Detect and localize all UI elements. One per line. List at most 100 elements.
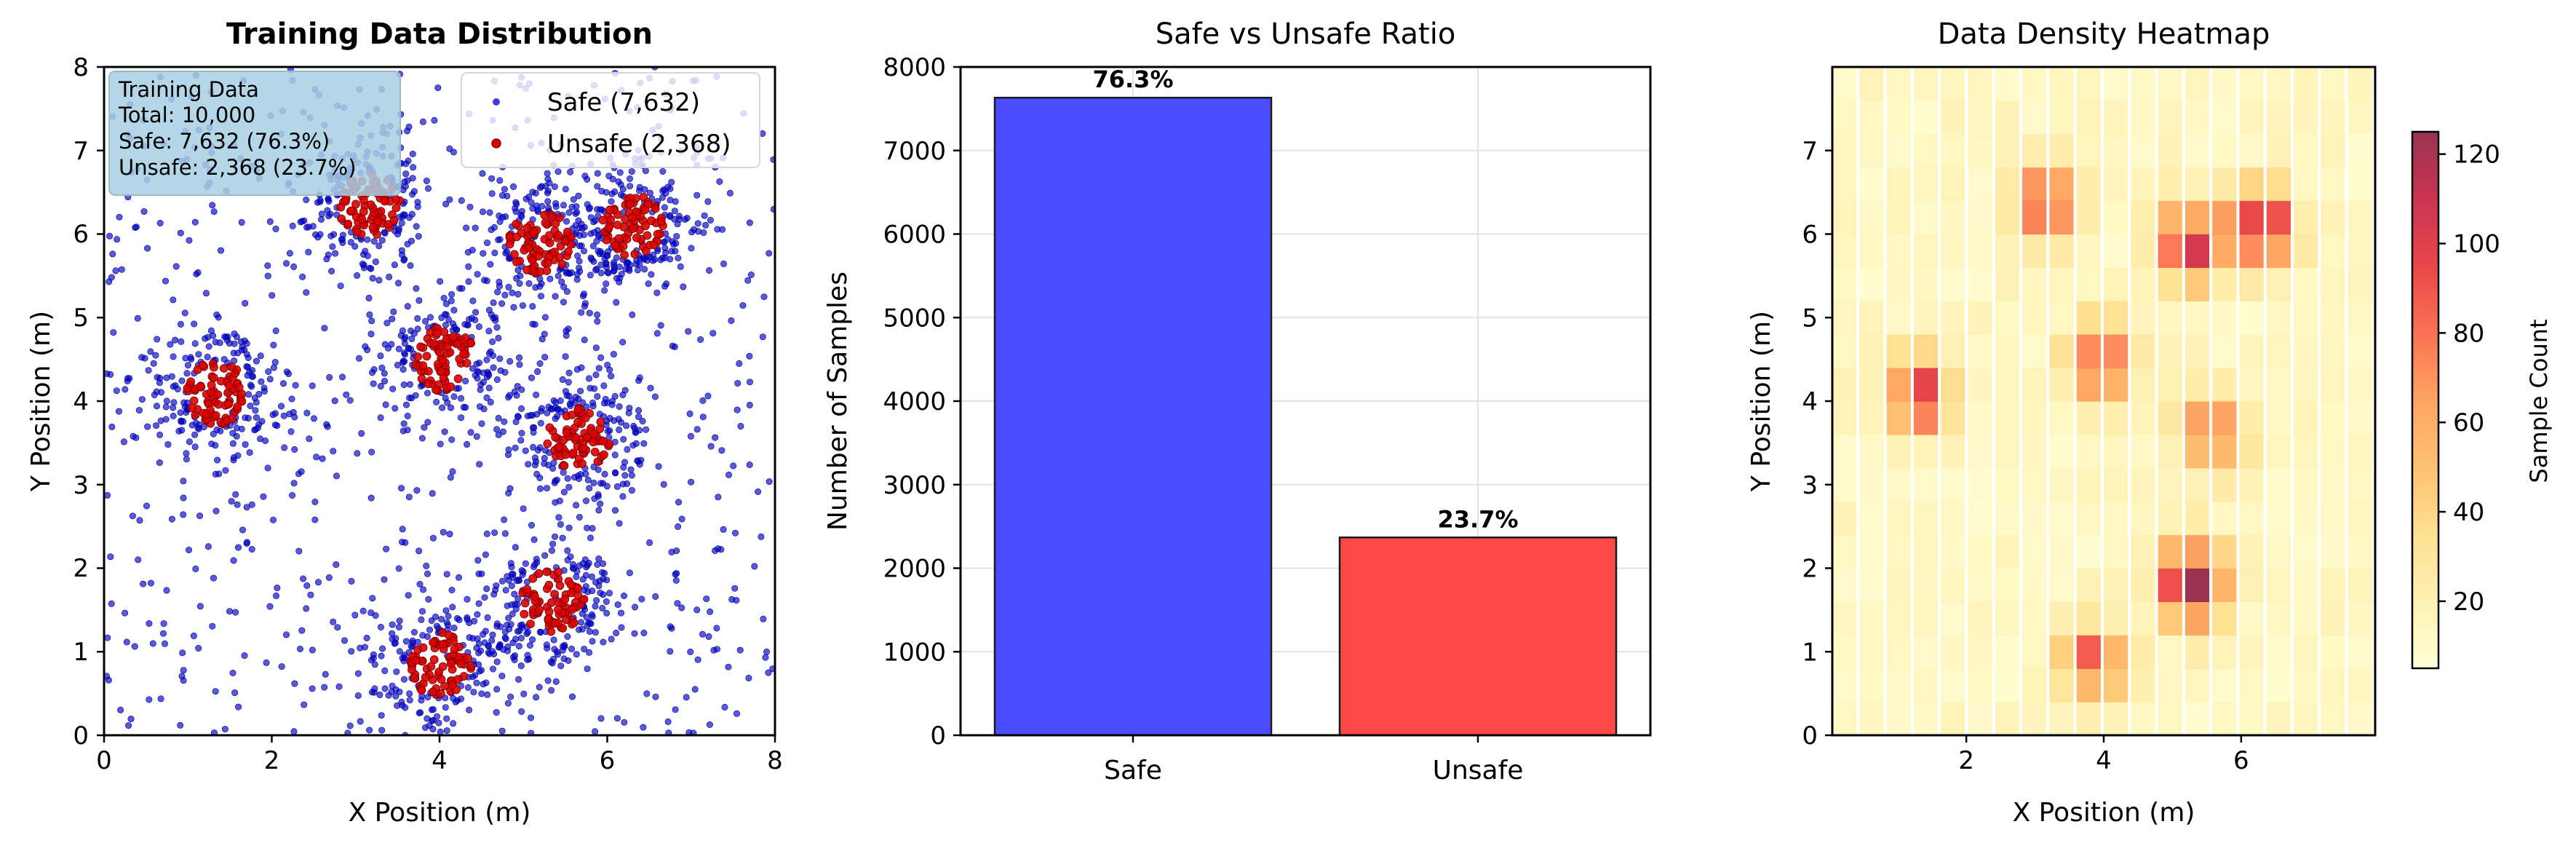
heatmap-cell xyxy=(1886,133,1911,168)
safe-point xyxy=(123,638,130,646)
heatmap-cell xyxy=(2239,434,2264,469)
safe-point xyxy=(616,403,623,410)
legend-unsafe-marker xyxy=(491,138,501,149)
heatmap-cell xyxy=(2348,702,2372,736)
safe-point xyxy=(562,388,569,395)
safe-point xyxy=(660,238,667,245)
safe-point xyxy=(568,693,576,700)
safe-point xyxy=(581,556,589,563)
heatmap-cell xyxy=(1886,635,1911,669)
safe-point xyxy=(504,248,511,256)
safe-point xyxy=(677,263,684,270)
safe-point xyxy=(359,607,367,614)
heatmap-cell xyxy=(1886,534,1911,569)
heatmap-cell xyxy=(2076,200,2101,235)
unsafe-point xyxy=(368,223,378,232)
safe-point xyxy=(187,354,194,361)
safe-point xyxy=(399,526,406,533)
heatmap-cell xyxy=(1859,267,1884,301)
safe-point xyxy=(524,628,531,636)
safe-point xyxy=(156,459,163,467)
safe-point xyxy=(253,414,260,421)
safe-point xyxy=(414,314,421,322)
heatmap-cell xyxy=(1913,467,1939,502)
safe-point xyxy=(598,188,605,195)
safe-point xyxy=(597,715,605,722)
safe-point xyxy=(667,212,674,219)
safe-point xyxy=(493,620,501,628)
safe-point xyxy=(565,657,572,664)
info-box: Training Data Total: 10,000 Safe: 7,632 … xyxy=(108,71,401,196)
unsafe-point xyxy=(417,686,426,695)
heatmap-x-tick-label: 4 xyxy=(2096,746,2112,775)
safe-point xyxy=(688,478,695,486)
safe-point xyxy=(597,500,604,507)
safe-point xyxy=(533,694,540,701)
unsafe-point xyxy=(643,231,652,240)
safe-point xyxy=(676,215,683,223)
safe-point xyxy=(552,678,560,685)
safe-point xyxy=(516,280,523,287)
safe-point xyxy=(369,595,376,602)
heatmap-cell xyxy=(2294,401,2318,435)
safe-point xyxy=(489,631,496,638)
safe-point xyxy=(424,570,431,577)
safe-point xyxy=(620,464,627,471)
safe-point xyxy=(488,226,495,234)
safe-point xyxy=(498,300,506,307)
heatmap-cell xyxy=(2266,601,2291,636)
heatmap-cell xyxy=(2266,167,2291,202)
safe-point xyxy=(600,382,608,389)
safe-point xyxy=(253,357,260,365)
unsafe-point xyxy=(569,618,579,628)
unsafe-point xyxy=(589,430,599,438)
scatter-panel: Training Data Distribution 0 2 4 6 8 xyxy=(26,17,783,828)
heatmap-cell xyxy=(2212,234,2237,268)
heatmap-cell xyxy=(2076,534,2101,569)
safe-point xyxy=(564,633,571,640)
safe-point xyxy=(178,427,186,434)
safe-point xyxy=(514,266,522,274)
safe-point xyxy=(524,656,531,663)
heatmap-cell xyxy=(1913,200,1939,235)
safe-point xyxy=(641,266,648,273)
safe-point xyxy=(506,357,514,365)
heatmap-cell xyxy=(2212,368,2237,402)
safe-point xyxy=(183,370,191,377)
unsafe-point xyxy=(446,382,456,392)
unsafe-point xyxy=(560,461,569,470)
safe-point xyxy=(282,260,290,267)
safe-point xyxy=(675,499,682,506)
heatmap-x-tick-label: 6 xyxy=(2233,746,2249,775)
safe-point xyxy=(234,501,241,508)
heatmap-cell xyxy=(2076,234,2101,268)
safe-point xyxy=(416,297,423,304)
heatmap-cell xyxy=(2104,100,2128,135)
heatmap-cell xyxy=(1968,601,1992,636)
safe-point xyxy=(659,168,667,175)
heatmap-cell xyxy=(2321,702,2345,736)
safe-point xyxy=(575,192,582,199)
safe-point xyxy=(537,419,544,427)
safe-point xyxy=(404,412,411,419)
safe-point xyxy=(191,218,199,226)
heatmap-cell xyxy=(1832,334,1857,368)
safe-point xyxy=(400,676,408,683)
unsafe-point xyxy=(366,200,375,210)
heatmap-cell xyxy=(2158,568,2182,602)
heatmap-cell xyxy=(2266,702,2291,736)
safe-point xyxy=(687,432,694,440)
safe-point xyxy=(429,726,437,733)
heatmap-cell xyxy=(2185,467,2210,502)
unsafe-point xyxy=(227,363,236,372)
safe-point xyxy=(464,440,471,448)
heatmap-cell xyxy=(1832,601,1857,636)
safe-point xyxy=(183,456,190,463)
heatmap-cell xyxy=(1859,200,1884,235)
safe-point xyxy=(443,571,450,578)
unsafe-point xyxy=(436,689,445,698)
unsafe-point xyxy=(526,620,535,628)
safe-point xyxy=(369,369,376,376)
heatmap-cell xyxy=(1968,368,1992,402)
heatmap-cell xyxy=(1995,401,2019,435)
